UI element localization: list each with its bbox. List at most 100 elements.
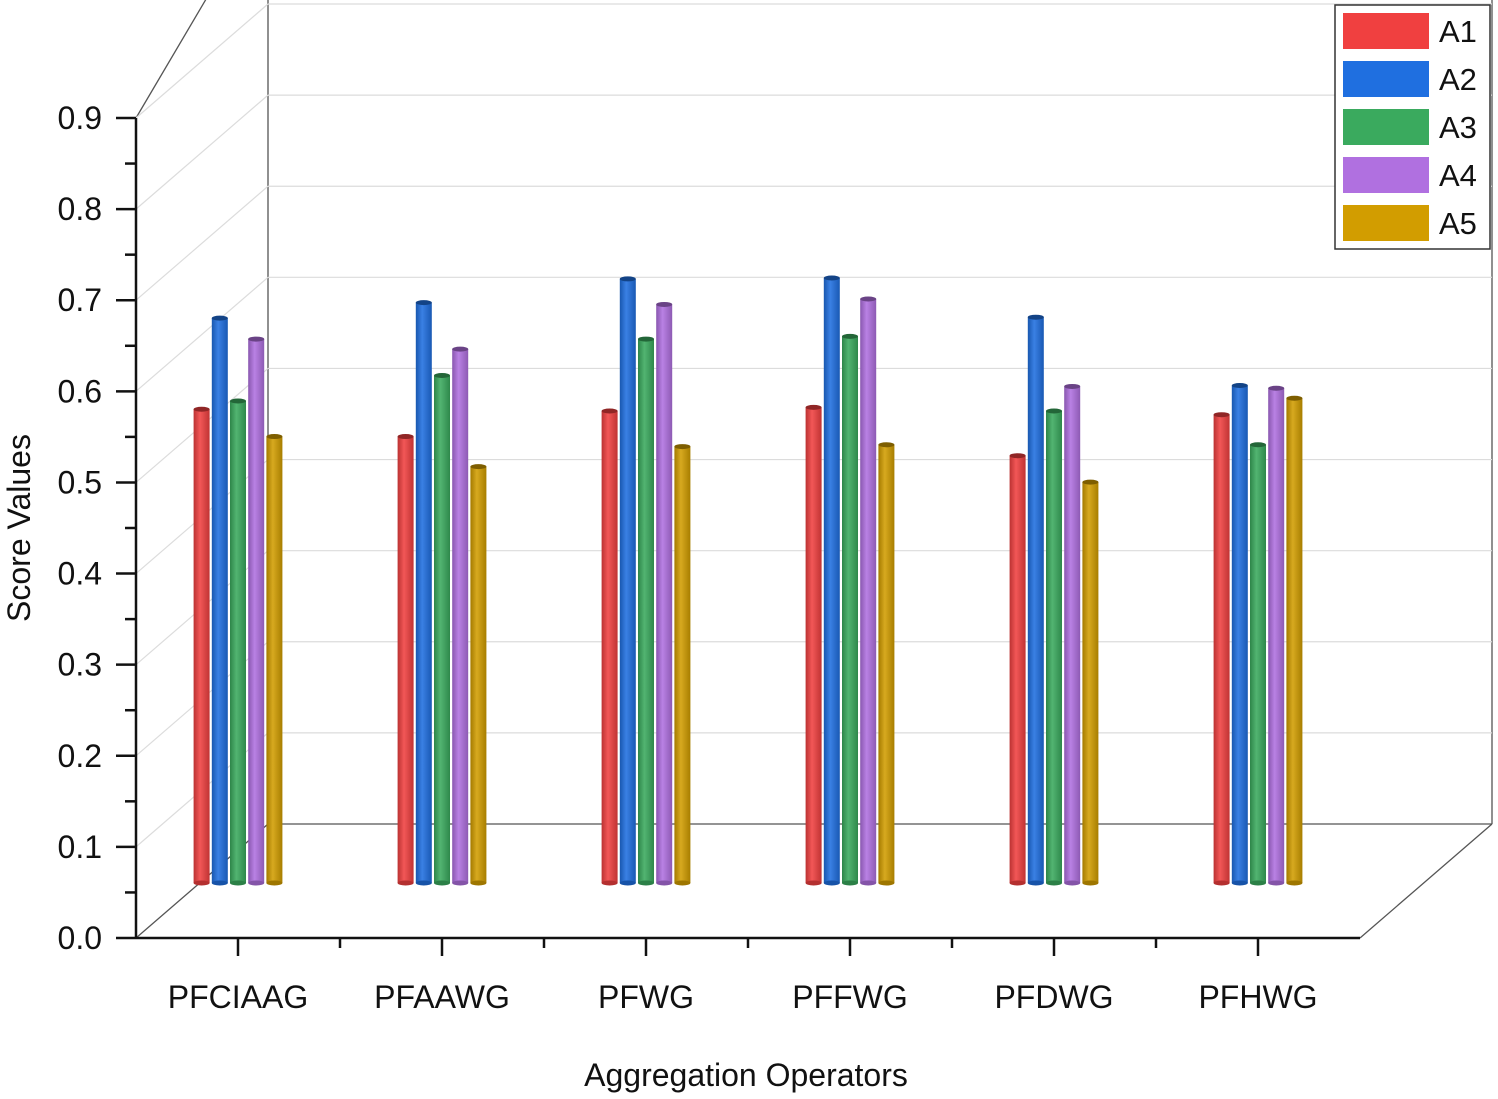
y-tick-label: 0.2 [58,738,102,774]
bar-cap [452,346,469,352]
bar-cap [805,404,822,410]
bar-cap [601,408,618,414]
bar-base [842,880,858,886]
bar-A5-PFCIAAG [266,436,283,883]
bar-cap [1250,442,1266,448]
bar-A2-PFWG [619,278,636,883]
x-tick-label: PFWG [598,979,694,1015]
x-tick-label: PFDWG [994,979,1113,1015]
y-tick-label: 0.3 [58,647,102,683]
bar-base [1064,880,1081,886]
bar-base [1213,880,1230,886]
bar-cap [1009,453,1026,459]
bar-A3-PFAAWG [434,375,450,883]
bar-base [1027,880,1044,886]
bars [193,275,1303,886]
bar-cap [397,434,414,440]
legend-swatch-A1 [1343,13,1429,49]
bar-A2-PFFWG [823,278,840,883]
y-tick-label: 0.0 [58,920,102,956]
bar-cap [619,276,636,282]
bar-cap [842,333,858,339]
y-tick-label: 0.8 [58,191,102,227]
bar-base [805,880,822,886]
bar-cap [674,444,691,450]
bar-A3-PFFWG [842,336,858,883]
bar-A5-PFWG [674,446,691,883]
bar-A5-PFAAWG [470,466,487,883]
bar-base [248,880,265,886]
bar-base [452,880,469,886]
bar-base [397,880,414,886]
bar-cap [470,464,487,470]
bar-base [470,880,487,886]
bar-cap [434,373,450,379]
legend-swatch-A2 [1343,61,1429,97]
y-tick-label: 0.1 [58,829,102,865]
bar-cap [656,301,673,307]
bar-base [878,880,895,886]
bar-A1-PFAAWG [397,436,414,883]
bar-cap [1231,383,1248,389]
bar-base [193,880,210,886]
floor-right-edge [1359,823,1493,939]
bar-A2-PFDWG [1027,317,1044,883]
bar-A1-PFFWG [805,407,822,883]
legend-swatch-A4 [1343,157,1429,193]
legend-label-A4: A4 [1439,158,1477,193]
bar-A3-PFWG [638,339,654,884]
y-tick-label: 0.9 [58,100,102,136]
bar-cap [193,406,210,412]
bar-cap [415,300,432,306]
y-tick-label: 0.5 [58,464,102,500]
bar-base [1231,880,1248,886]
bar-cap [1268,385,1285,391]
bar-cap [1213,412,1230,418]
bar-base [1009,880,1026,886]
bar-cap [860,296,877,302]
bar-cap [1082,479,1099,485]
y-tick-label: 0.7 [58,282,102,318]
legend: A1 A2 A3 A4 A5 [1334,4,1491,250]
gridline-side [135,3,269,119]
legend-label-A1: A1 [1439,14,1477,49]
x-axis-title: Aggregation Operators [584,1057,908,1093]
bar-base [601,880,618,886]
y-tick-label: 0.4 [58,556,102,592]
bar-base [619,880,636,886]
bar-cap [230,398,246,404]
bar-A3-PFDWG [1046,411,1062,883]
bar-A3-PFHWG [1250,444,1266,883]
bar-cap [1286,395,1303,401]
bar-base [823,880,840,886]
bar-cap [248,336,265,342]
bar-cap [1046,408,1062,414]
bar-base [266,880,283,886]
bar-A4-PFCIAAG [248,339,265,884]
bar-A4-PFAAWG [452,349,469,884]
bar-A4-PFHWG [1268,388,1285,883]
bar-cap [878,442,895,448]
y-axis: 0.0 0.1 0.2 0.3 0.4 0.5 0.6 0.7 0.8 0.9 [58,100,138,956]
bar-A1-PFDWG [1009,455,1026,883]
x-axis: PFCIAAG PFAAWG PFWG PFFWG PFDWG PFHWG [136,936,1360,1015]
x-tick-label: PFCIAAG [168,979,308,1015]
legend-swatch-A3 [1343,109,1429,145]
bar-A4-PFWG [656,304,673,883]
bar-base [211,880,228,886]
legend-label-A3: A3 [1439,110,1477,145]
bar-base [638,880,654,886]
legend-label-A2: A2 [1439,62,1477,97]
bar-base [860,880,877,886]
bar-A1-PFCIAAG [193,409,210,883]
bar-base [656,880,673,886]
bar-A1-PFHWG [1213,414,1230,883]
bar-cap [1027,314,1044,320]
bar-A2-PFHWG [1231,385,1248,883]
bar-base [674,880,691,886]
bar-base [1082,880,1099,886]
bar-A2-PFAAWG [415,302,432,884]
bar-A5-PFDWG [1082,482,1099,883]
bar-A2-PFCIAAG [211,318,228,884]
